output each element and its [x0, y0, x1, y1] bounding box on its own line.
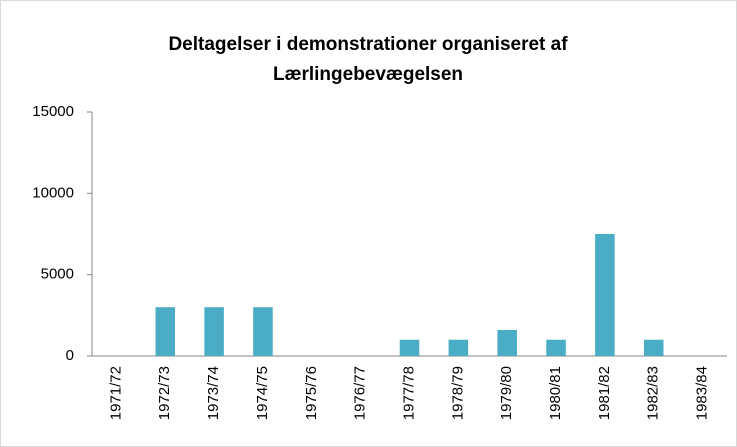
chart-title: Deltagelser i demonstrationer organisere… [168, 34, 568, 85]
x-tick-label: 1977/78 [400, 366, 417, 420]
bar [399, 339, 420, 356]
bar [643, 339, 664, 356]
x-tick-label: 1976/77 [352, 366, 369, 420]
bar [546, 339, 566, 356]
bar [253, 307, 273, 356]
bar [497, 329, 517, 356]
bar [155, 307, 176, 356]
y-tick-label: 15000 [32, 103, 74, 120]
x-tick-label: 1974/75 [254, 366, 271, 420]
x-tick-label: 1979/80 [498, 366, 515, 420]
x-tick-label: 1983/84 [694, 366, 711, 420]
x-tick-label: 1981/82 [596, 366, 613, 420]
x-tick-label: 1972/73 [156, 366, 173, 420]
x-tick-label: 1978/79 [449, 366, 466, 420]
x-tick-label: 1971/72 [107, 366, 124, 420]
y-tick-label: 0 [66, 347, 74, 364]
x-tick-label: 1980/81 [547, 366, 564, 420]
bar [595, 234, 615, 356]
x-tick-label: 1975/76 [303, 366, 320, 420]
y-tick-label: 5000 [41, 266, 74, 283]
y-tick-label: 10000 [32, 184, 74, 201]
x-tick-label: 1973/74 [205, 366, 222, 420]
bar [204, 307, 224, 356]
x-tick-label: 1982/83 [645, 366, 662, 420]
bar [448, 339, 469, 356]
